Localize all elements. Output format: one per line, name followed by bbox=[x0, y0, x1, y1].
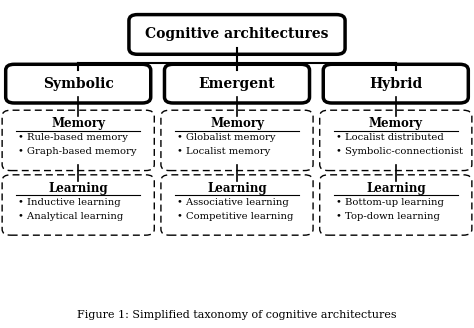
Text: Memory: Memory bbox=[210, 117, 264, 130]
Text: Hybrid: Hybrid bbox=[369, 77, 422, 91]
FancyBboxPatch shape bbox=[129, 14, 345, 54]
Text: Learning: Learning bbox=[207, 182, 267, 195]
Text: • Localist distributed: • Localist distributed bbox=[336, 133, 444, 142]
FancyBboxPatch shape bbox=[2, 175, 154, 235]
Text: Symbolic: Symbolic bbox=[43, 77, 114, 91]
FancyBboxPatch shape bbox=[164, 64, 310, 103]
Text: • Bottom-up learning: • Bottom-up learning bbox=[336, 198, 444, 207]
Text: • Localist memory: • Localist memory bbox=[177, 147, 270, 156]
FancyBboxPatch shape bbox=[323, 64, 468, 103]
FancyBboxPatch shape bbox=[161, 110, 313, 171]
FancyBboxPatch shape bbox=[6, 64, 151, 103]
Text: Cognitive architectures: Cognitive architectures bbox=[145, 28, 329, 41]
Text: Memory: Memory bbox=[369, 117, 423, 130]
FancyBboxPatch shape bbox=[319, 110, 472, 171]
Text: • Inductive learning: • Inductive learning bbox=[18, 198, 121, 207]
Text: Memory: Memory bbox=[51, 117, 105, 130]
Text: • Associative learning: • Associative learning bbox=[177, 198, 289, 207]
FancyBboxPatch shape bbox=[319, 175, 472, 235]
Text: Learning: Learning bbox=[48, 182, 108, 195]
Text: • Analytical learning: • Analytical learning bbox=[18, 212, 124, 221]
Text: • Symbolic-connectionist: • Symbolic-connectionist bbox=[336, 147, 463, 156]
Text: • Rule-based memory: • Rule-based memory bbox=[18, 133, 128, 142]
Text: • Top-down learning: • Top-down learning bbox=[336, 212, 440, 221]
Text: • Globalist memory: • Globalist memory bbox=[177, 133, 275, 142]
Text: Figure 1: Simplified taxonomy of cognitive architectures: Figure 1: Simplified taxonomy of cogniti… bbox=[77, 310, 397, 320]
FancyBboxPatch shape bbox=[161, 175, 313, 235]
Text: Emergent: Emergent bbox=[199, 77, 275, 91]
Text: • Graph-based memory: • Graph-based memory bbox=[18, 147, 137, 156]
FancyBboxPatch shape bbox=[2, 110, 154, 171]
Text: • Competitive learning: • Competitive learning bbox=[177, 212, 293, 221]
Text: Learning: Learning bbox=[366, 182, 426, 195]
